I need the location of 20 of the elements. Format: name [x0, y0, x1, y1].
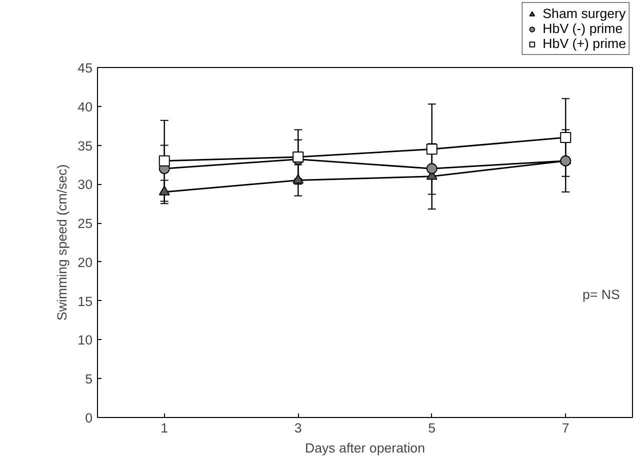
legend-label: HbV (+) prime	[542, 36, 626, 51]
y-tick-label: 10	[78, 332, 93, 348]
x-tick-label: 1	[160, 420, 168, 436]
y-tick-label: 0	[85, 410, 93, 426]
y-tick-label: 25	[78, 216, 93, 232]
y-tick-label: 40	[78, 99, 93, 114]
y-tick-label: 5	[85, 372, 93, 387]
y-tick-label: 30	[78, 177, 93, 192]
y-tick-label: 20	[78, 254, 93, 270]
x-tick-label: 7	[562, 420, 570, 436]
y-tick-label: 15	[78, 294, 93, 309]
x-tick-label: 5	[428, 420, 436, 436]
y-tick-label: 45	[78, 60, 93, 76]
legend-label: HbV (-) prime	[542, 21, 623, 36]
legend-label: Sham surgery	[542, 6, 626, 21]
x-tick-label: 3	[294, 420, 302, 436]
y-tick-label: 35	[78, 138, 93, 154]
x-axis-title: Days after operation	[304, 440, 426, 456]
y-axis-title: Swimming speed (cm/sec)	[54, 164, 70, 321]
annotation: p= NS	[582, 287, 620, 302]
